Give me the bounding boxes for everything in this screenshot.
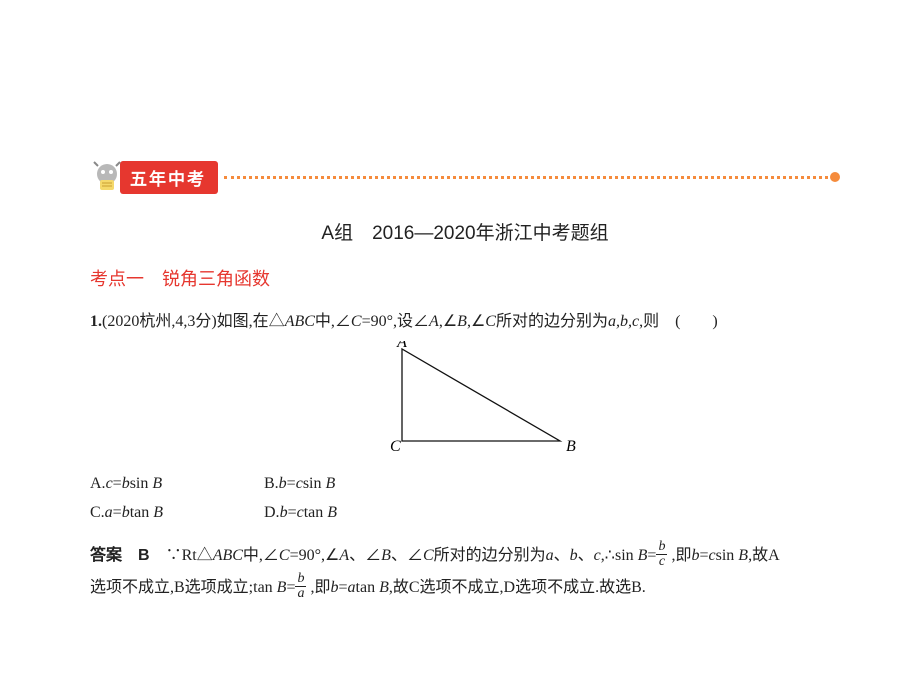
header-row: 五年中考 — [90, 160, 840, 194]
question-source: (2020杭州,4,3分) — [102, 313, 217, 330]
options-row-2: C.a=btan B D.b=ctan B — [90, 499, 840, 526]
fraction-b-over-a: ba — [295, 572, 306, 601]
section-badge: 五年中考 — [120, 161, 218, 194]
divider-dotted — [224, 176, 828, 179]
answer-block: 答案 B ∵Rt△ABC中,∠C=90°,∠A、∠B、∠C所对的边分别为a、b、… — [90, 540, 840, 604]
topic-heading: 考点一 锐角三角函数 — [90, 265, 840, 291]
fraction-b-over-c: bc — [656, 540, 667, 569]
mascot-icon — [90, 160, 124, 194]
option-D: D.b=ctan B — [264, 499, 434, 526]
triangle-figure: A C B — [90, 341, 840, 464]
option-B: B.b=csin B — [264, 470, 434, 497]
option-A: A.c=bsin B — [90, 470, 260, 497]
page-content: 五年中考 A组 2016—2020年浙江中考题组 考点一 锐角三角函数 1.(2… — [0, 0, 920, 604]
vertex-A-label: A — [396, 341, 407, 351]
question-number: 1. — [90, 313, 102, 330]
option-C: C.a=btan B — [90, 499, 260, 526]
divider-end-dot — [830, 172, 840, 182]
group-title: A组 2016—2020年浙江中考题组 — [90, 218, 840, 245]
vertex-B-label: B — [566, 438, 576, 455]
options-row-1: A.c=bsin B B.b=csin B — [90, 470, 840, 497]
vertex-C-label: C — [390, 438, 401, 455]
question-stem: 1.(2020杭州,4,3分)如图,在△ABC中,∠C=90°,设∠A,∠B,∠… — [90, 309, 840, 335]
answer-label: 答案 B — [90, 547, 150, 564]
